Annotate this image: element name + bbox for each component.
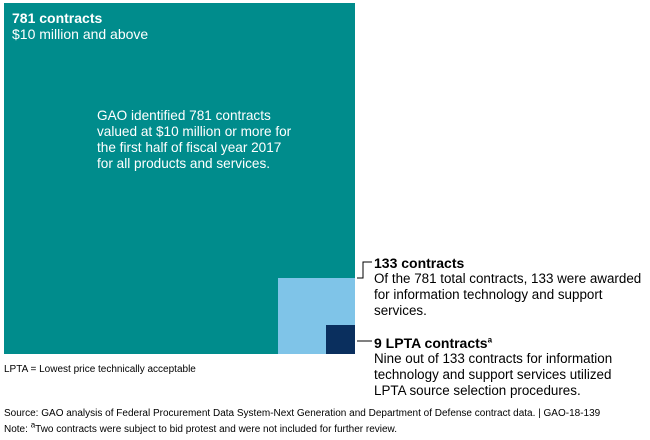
all-contracts-subtitle: $10 million and above <box>12 26 149 42</box>
source-note: Source: GAO analysis of Federal Procurem… <box>4 408 601 419</box>
lpta-contracts-callout-title: 9 LPTA contractsa <box>374 335 492 351</box>
lpta-contracts-callout-text: Nine out of 133 contracts for informatio… <box>374 351 613 398</box>
footnote-prefix: Note: <box>4 424 31 435</box>
lpta-definition-note: LPTA = Lowest price technically acceptab… <box>4 364 196 375</box>
lpta-contracts-square <box>326 325 355 354</box>
lpta-title-text: 9 LPTA contracts <box>374 335 488 351</box>
footnote-marker: a <box>30 420 36 430</box>
footnote: Note: aTwo contracts were subject to bid… <box>4 420 397 436</box>
lpta-footnote-marker: a <box>487 335 493 345</box>
callout-133-leader <box>357 261 372 279</box>
all-contracts-title: 781 contracts <box>12 10 103 26</box>
footnote-text: Two contracts were subject to bid protes… <box>35 424 397 435</box>
it-contracts-callout-text: Of the 781 total contracts, 133 were awa… <box>374 271 642 318</box>
all-contracts-description: GAO identified 781 contracts valued at $… <box>97 108 292 171</box>
it-contracts-callout-title: 133 contracts <box>374 255 465 271</box>
